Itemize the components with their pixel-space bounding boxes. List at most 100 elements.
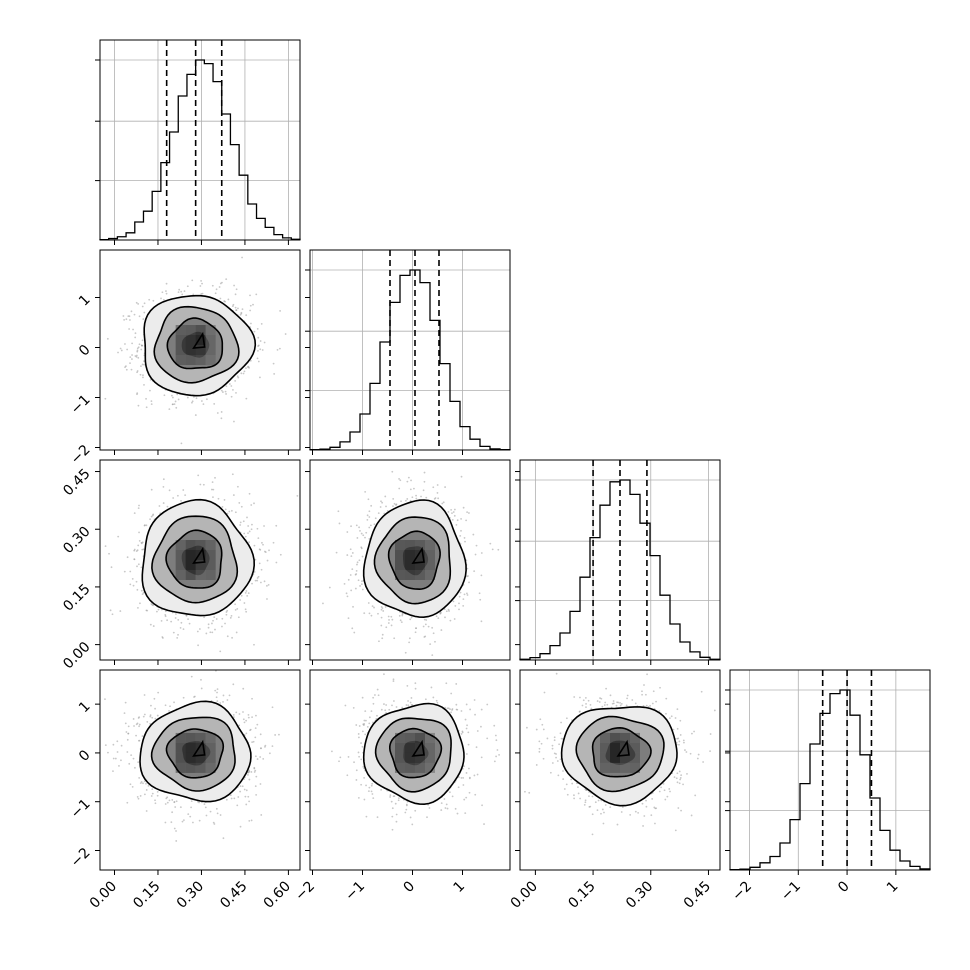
scatter-point (229, 794, 232, 797)
scatter-point (496, 749, 499, 751)
scatter-point (268, 752, 271, 755)
scatter-point (366, 725, 369, 728)
scatter-point (200, 293, 203, 295)
scatter-point (372, 721, 374, 724)
scatter-point (180, 442, 183, 445)
scatter-point (654, 822, 656, 825)
scatter-point (174, 400, 177, 403)
scatter-point (393, 502, 396, 505)
scatter-point (256, 577, 259, 579)
scatter-point (222, 837, 225, 840)
scatter-point (133, 512, 136, 515)
scatter-point (192, 293, 195, 296)
scatter-point (601, 808, 604, 811)
scatter-point (431, 654, 434, 657)
scatter-point (365, 531, 368, 534)
contour-line (387, 530, 441, 591)
scatter-point (371, 782, 374, 785)
scatter-point (135, 354, 138, 357)
scatter-point (211, 481, 214, 484)
scatter-point (202, 483, 205, 486)
scatter-point (350, 555, 353, 558)
scatter-point (665, 712, 667, 715)
density-cell (205, 742, 216, 753)
scatter-point (679, 719, 682, 722)
panel-frame (99, 39, 301, 241)
scatter-point (645, 805, 648, 808)
scatter-point (367, 602, 370, 604)
scatter-point (187, 813, 190, 816)
density-cell (395, 570, 405, 580)
scatter-point (245, 367, 247, 370)
scatter-point (141, 363, 144, 366)
scatter-point (232, 714, 235, 716)
scatter-point (193, 696, 195, 698)
scatter-point (251, 716, 253, 719)
scatter-point (361, 580, 363, 583)
scatter-point (184, 494, 187, 496)
scatter-point (364, 710, 367, 713)
contour-line (143, 294, 257, 397)
scatter-point (242, 372, 245, 375)
scatter-point (296, 494, 299, 497)
scatter-point (644, 693, 647, 696)
density-cell (395, 560, 405, 570)
scatter-point (150, 704, 152, 707)
scatter-point (228, 510, 231, 513)
scatter-point (381, 633, 384, 636)
scatter-point (405, 704, 408, 706)
density-cell (185, 762, 196, 773)
scatter-point (670, 715, 673, 718)
density-cell (630, 742, 640, 753)
density-cell (630, 752, 640, 763)
y-tick-label: 0.30 (60, 524, 93, 557)
panel-frame (99, 669, 301, 871)
x-tick-label: −2 (292, 878, 318, 904)
panel-frame (99, 249, 301, 451)
scatter-point (373, 606, 375, 609)
scatter-point (652, 690, 655, 693)
scatter-point (626, 694, 629, 697)
scatter-point (166, 801, 169, 804)
scatter-point (228, 694, 231, 697)
scatter-point (108, 552, 110, 555)
scatter-point (254, 727, 257, 730)
panel-frame (519, 459, 721, 661)
density-cell (205, 752, 216, 763)
scatter-point (123, 570, 126, 573)
scatter-point (493, 760, 496, 763)
scatter-point (370, 784, 373, 787)
scatter-point (560, 721, 562, 724)
scatter-point (361, 730, 364, 733)
scatter-point (124, 366, 126, 369)
scatter-point (156, 794, 159, 797)
scatter-point (239, 825, 242, 828)
scatter-point (256, 723, 259, 726)
scatter-point (598, 701, 601, 703)
scatter-point (391, 618, 394, 621)
scatter-point (691, 732, 693, 735)
scatter-point (571, 782, 574, 785)
scatter-point (678, 770, 681, 773)
scatter-point (440, 809, 443, 811)
density-cell (195, 335, 206, 345)
scatter-point (253, 502, 255, 505)
scatter-point (138, 777, 141, 779)
scatter-point (226, 699, 229, 701)
scatter-point (363, 798, 366, 801)
density-cell (415, 732, 425, 743)
scatter-point (404, 811, 407, 814)
scatter-point (120, 759, 122, 762)
scatter-point (588, 806, 591, 808)
scatter-point (357, 751, 360, 754)
scatter-point (143, 360, 145, 363)
scatter-point (215, 807, 218, 810)
scatter-point (260, 581, 262, 584)
scatter-point (457, 786, 460, 789)
scatter-point (201, 282, 203, 285)
scatter-point (174, 617, 177, 619)
scatter-point (555, 672, 558, 675)
scatter-point (230, 797, 233, 800)
density-cell (185, 560, 196, 570)
scatter-point (684, 749, 686, 751)
